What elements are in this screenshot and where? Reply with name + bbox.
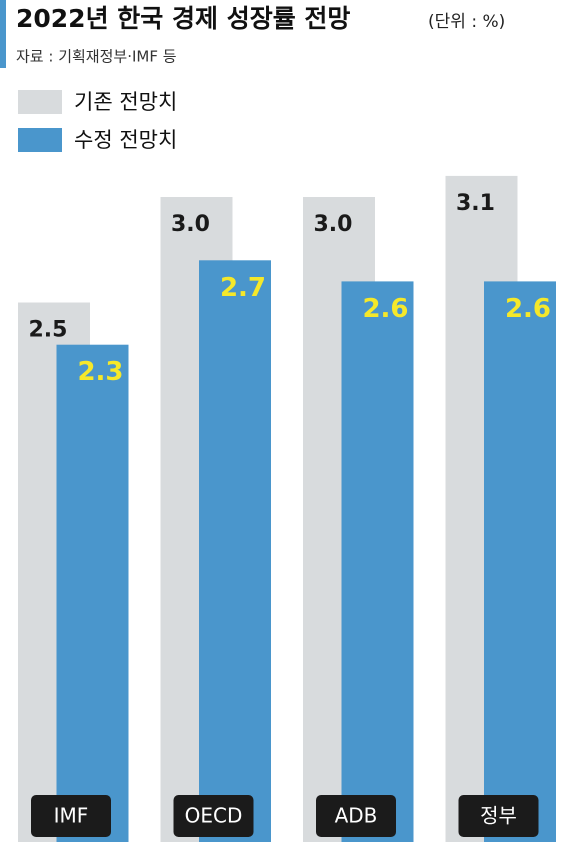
legend-swatch — [18, 90, 62, 114]
category-box — [316, 795, 396, 837]
source: 자료 : 기획재정부·IMF 등 — [16, 48, 177, 66]
category-box — [173, 795, 254, 837]
bar — [56, 344, 129, 842]
bar — [199, 260, 271, 842]
plot: 2.5 2.3 IMF 3.0 2.7 OECD 3.0 2.6 ADB 3.1 2.6 정부 — [18, 175, 556, 842]
value-label: 2.6 — [362, 294, 408, 324]
bar — [484, 281, 556, 842]
legend-swatch — [18, 128, 62, 152]
value-label: 3.0 — [171, 212, 210, 237]
value-label: 2.3 — [77, 357, 123, 387]
value-label: 2.7 — [220, 273, 266, 303]
unit-label: (단위 : %) — [428, 12, 505, 32]
value-label: 2.5 — [29, 318, 68, 343]
value-label: 3.1 — [456, 191, 495, 216]
x-tick-label: OECD — [185, 804, 243, 828]
x-tick-label: ADB — [335, 804, 378, 828]
x-tick-label: 정부 — [480, 804, 517, 828]
x-tick-label: IMF — [54, 804, 89, 828]
value-label: 3.0 — [314, 212, 353, 237]
chart-title: 2022년 한국 경제 성장률 전망 — [16, 4, 350, 33]
title-accent — [0, 0, 6, 68]
bar — [341, 281, 414, 842]
category-box — [31, 795, 111, 837]
category-box — [458, 795, 539, 837]
value-label: 2.6 — [505, 294, 551, 324]
legend-label: 수정 전망치 — [74, 128, 177, 152]
legend-label: 기존 전망치 — [74, 90, 177, 114]
